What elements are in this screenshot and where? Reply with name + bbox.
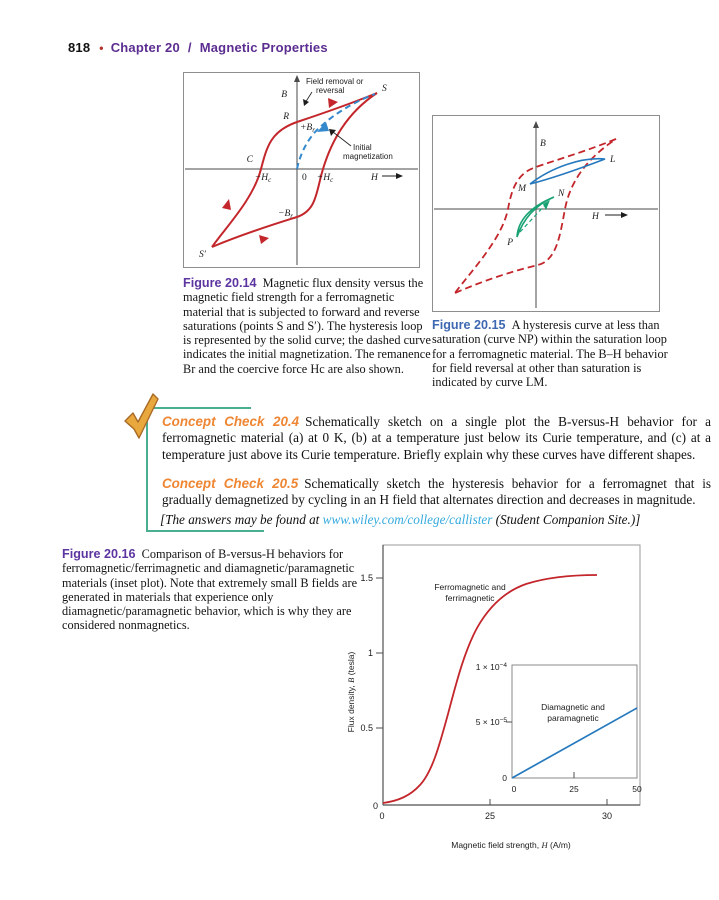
- np-arrow-icon: [543, 200, 550, 210]
- answers-pre: [The answers may be found at: [160, 512, 323, 527]
- figure-20-14-caption-text: Magnetic flux density versus the magneti…: [183, 276, 431, 376]
- inset-y-label-0: 0: [502, 773, 507, 783]
- loop-arrow-left-icon: [222, 199, 231, 210]
- inset-label-line-1: Diamagnetic and: [541, 702, 605, 712]
- figure-20-15-label: Figure 20.15: [432, 318, 506, 332]
- diagram-frame: [432, 115, 660, 312]
- figure-20-14-caption: Figure 20.14 Magnetic flux density versu…: [183, 276, 431, 376]
- curve-label-line-1: Ferromagnetic and: [434, 582, 506, 592]
- point-r-label: R: [282, 112, 289, 122]
- inset-x-label-25: 25: [569, 784, 579, 794]
- field-removal-arrow-icon: [303, 99, 309, 106]
- x-axis-title: Magnetic field strength, H (A/m): [451, 840, 571, 850]
- answers-post: (Student Companion Site.)]: [492, 512, 641, 527]
- b-axis-arrow-icon: [533, 121, 539, 128]
- figure-20-16-chart: 1.5 1 0.5 0 0 25 30 Ferromagnetic and fe…: [346, 544, 642, 850]
- concept-box-top-border: [146, 407, 251, 409]
- field-removal-label-2: reversal: [316, 86, 345, 95]
- saturation-loop-upper-branch: [454, 138, 617, 294]
- inset-y-label-mid: 5 × 10−5: [476, 717, 508, 727]
- b-axis-label: B: [540, 139, 546, 149]
- point-c-label: C: [247, 155, 254, 165]
- concept-box-bottom-border: [146, 530, 264, 532]
- page-header: 818 • Chapter 20 / Magnetic Properties: [68, 40, 328, 55]
- point-s-label: S: [382, 84, 387, 94]
- figure-20-16-caption: Figure 20.16 Comparison of B-versus-H be…: [62, 547, 376, 633]
- concept-box-left-border: [146, 407, 148, 532]
- initial-magnetization-leader: [332, 131, 352, 147]
- inset-x-label-0: 0: [512, 784, 517, 794]
- wiley-link[interactable]: www.wiley.com/college/callister: [322, 512, 493, 527]
- concept-check-20-4: Concept Check 20.4 Schematically sketch o…: [162, 414, 711, 463]
- figure-20-15-caption-text: A hysteresis curve at less than saturati…: [432, 318, 668, 390]
- chapter-separator: /: [187, 40, 192, 55]
- h-axis-label: H: [591, 212, 600, 222]
- point-n-label: N: [557, 189, 565, 199]
- ferromagnetic-curve: [382, 574, 598, 804]
- concept-check-checkmark-icon: [124, 393, 159, 439]
- x-tick-label-0: 0: [379, 811, 384, 821]
- figure-20-15-caption: Figure 20.15 A hysteresis curve at less …: [432, 318, 670, 389]
- plus-hc-label: +Hc: [317, 173, 334, 184]
- y-tick-label-1-5: 1.5: [360, 573, 373, 583]
- point-p-label: P: [506, 238, 513, 248]
- curve-np-midline: [519, 203, 547, 233]
- field-removal-label-1: Field removal or: [306, 77, 364, 86]
- inset-label-line-2: paramagnetic: [547, 713, 599, 723]
- y-tick-label-1: 1: [368, 648, 373, 658]
- initial-curve-arrow-icon: [317, 122, 329, 132]
- chapter-title: Magnetic Properties: [199, 40, 328, 55]
- hysteresis-loop-upper-branch: [211, 92, 378, 248]
- figure-20-14-label: Figure 20.14: [183, 276, 257, 290]
- point-m-label: M: [517, 184, 527, 194]
- y-tick-label-0-5: 0.5: [360, 723, 373, 733]
- x-tick-label-30: 30: [602, 811, 612, 821]
- b-axis-arrow-icon: [294, 75, 300, 82]
- point-l-label: L: [609, 155, 615, 165]
- origin-label: 0: [302, 173, 307, 183]
- chapter-label: Chapter 20: [110, 40, 180, 55]
- y-axis-title: Flux density, B (tesla): [346, 652, 356, 733]
- loop-arrow-top-icon: [328, 98, 338, 108]
- answers-note: [The answers may be found at www.wiley.c…: [160, 512, 712, 528]
- curve-np: [516, 196, 555, 238]
- minus-hc-label: −Hc: [255, 173, 272, 184]
- figure-20-14-diagram: Field removal or reversal B S R +Br C −H…: [183, 72, 420, 268]
- inset-x-label-50: 50: [632, 784, 642, 794]
- initial-magnetization-arrow-icon: [329, 129, 336, 136]
- page-number: 818: [68, 40, 91, 55]
- figure-20-16-caption-text: Comparison of B-versus-H behaviors for f…: [62, 547, 358, 633]
- bullet-icon: •: [99, 41, 104, 55]
- concept-check-20-4-body: Schematically sketch on a single plot th…: [162, 414, 711, 462]
- h-label-arrow-icon: [621, 212, 628, 218]
- inset-plot-frame: [511, 664, 638, 779]
- concept-check-20-5-lead: Concept Check 20.5: [162, 476, 299, 491]
- h-axis-label: H: [370, 173, 379, 183]
- h-label-arrow-icon: [396, 173, 403, 179]
- diamagnetic-line: [511, 707, 638, 779]
- checkmark-shape: [124, 393, 159, 439]
- y-tick-label-0: 0: [373, 801, 378, 811]
- point-s-prime-label: S′: [199, 250, 207, 260]
- concept-check-20-5: Concept Check 20.5 Schematically sketch t…: [162, 476, 711, 509]
- b-axis-label: B: [281, 90, 287, 100]
- plus-br-label: +Br: [300, 123, 315, 134]
- inset-y-label-top: 1 × 10−4: [476, 662, 508, 672]
- concept-check-20-5-body: Schematically sketch the hysteresis beha…: [162, 476, 711, 508]
- hysteresis-loop-lower-branch: [211, 92, 378, 248]
- initial-magnetization-curve: [296, 93, 376, 170]
- initial-magnetization-label-2: magnetization: [343, 152, 393, 161]
- initial-magnetization-label-1: Initial: [353, 143, 372, 152]
- curve-lm: [529, 157, 606, 185]
- loop-arrow-bottom-icon: [259, 235, 269, 244]
- x-tick-label-25: 25: [485, 811, 495, 821]
- figure-20-15-diagram: B H L M N P: [432, 115, 660, 312]
- minus-br-label: −Br: [278, 209, 293, 220]
- concept-check-20-4-lead: Concept Check 20.4: [162, 414, 300, 429]
- figure-20-16-label: Figure 20.16: [62, 547, 136, 561]
- diagram-frame: [183, 72, 420, 268]
- curve-label-line-2: ferrimagnetic: [445, 593, 495, 603]
